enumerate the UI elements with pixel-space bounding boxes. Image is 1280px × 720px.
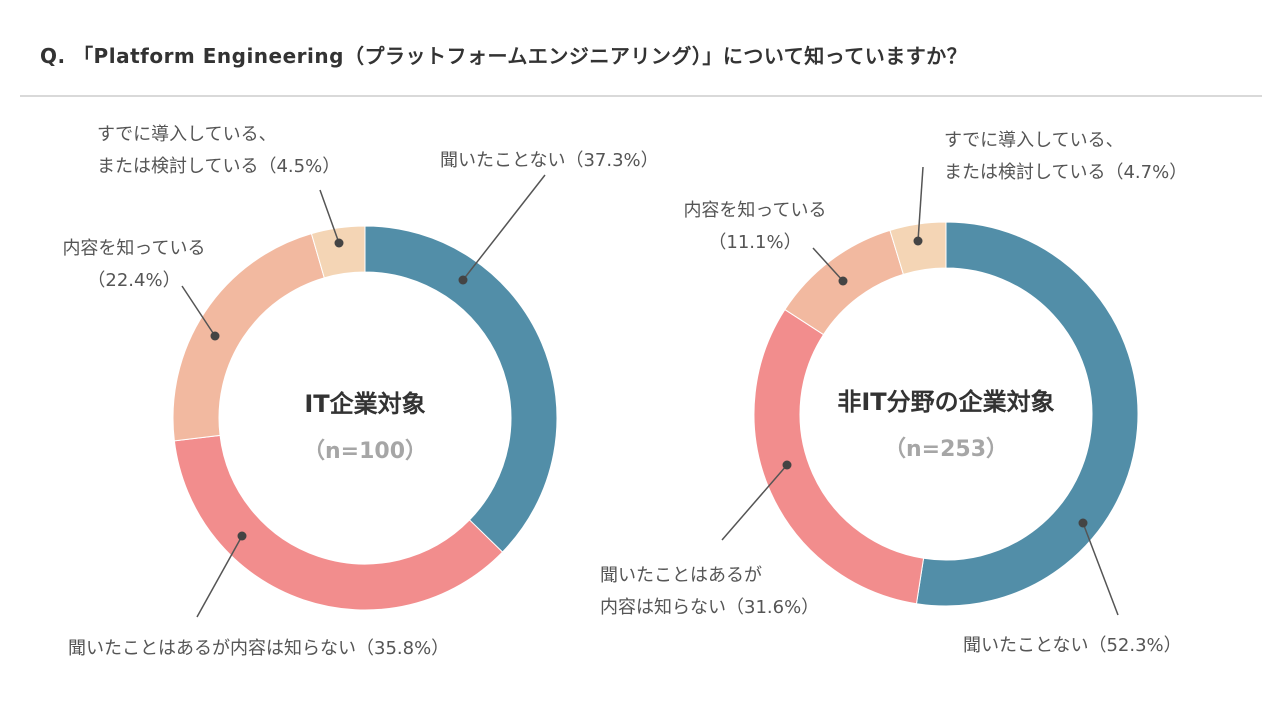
leader-dot-know [210,331,220,341]
chart-sample-size: （n=253） [884,437,1008,462]
slice-label-line: 内容は知らない（31.6%） [600,597,819,618]
leader-dot-heard-unknown [782,460,792,470]
chart-title: 非IT分野の企業対象 [837,388,1054,416]
slice-label-line: （22.4%） [87,270,180,291]
leader-dot-heard-unknown [237,531,247,541]
leader-line-never-heard [462,174,546,281]
slice-label-heard-unknown: 聞いたことはあるが内容は知らない（35.8%） [68,638,449,659]
donut-chart-1: 聞いたことない（37.3%） 聞いたことはあるが内容は知らない（35.8%） 内容を… [62,124,658,659]
slice-never-heard [915,221,1139,607]
slice-heard-unknown [753,308,925,605]
slice-label-line: 聞いたことない（37.3%） [440,150,659,171]
slice-label-line: すでに導入している、 [944,130,1124,151]
leader-dot-know [838,276,848,286]
slice-label-line: 聞いたことはあるが内容は知らない（35.8%） [68,638,449,659]
slice-label-line: 聞いたことはあるが [600,565,762,586]
leader-dot-adopted [334,238,344,248]
chart-sample-size: （n=100） [303,439,427,464]
slice-label-line: （11.1%） [708,232,801,253]
leader-line-know [181,285,216,337]
title-divider [20,95,1262,97]
slice-label-line: すでに導入している、 [97,124,277,145]
leader-dot-adopted [913,236,923,246]
leader-dot-never-heard [458,275,468,285]
slice-know [172,233,325,442]
slice-label-know: 内容を知っている （11.1%） [683,200,826,253]
slice-label-never-heard: 聞いたことない（52.3%） [963,635,1182,656]
slice-label-line: または検討している（4.5%） [97,156,340,177]
leader-dot-never-heard [1078,518,1088,528]
slice-adopted [889,221,947,275]
slice-label-line: 内容を知っている [62,238,205,259]
slice-never-heard [364,225,558,553]
slice-label-adopted: すでに導入している、または検討している（4.7%） [944,130,1187,183]
slice-label-line: 内容を知っている [683,200,826,221]
question-title: Q. 「Platform Engineering（プラットフォームエンジニアリン… [40,44,968,68]
slice-label-heard-unknown: 聞いたことはあるが内容は知らない（31.6%） [600,565,819,618]
chart-title: IT企業対象 [304,390,425,418]
leader-line-know [812,247,844,282]
leader-line-adopted [319,189,340,244]
leader-line-heard-unknown [196,535,243,618]
leader-line-heard-unknown [721,464,788,541]
donut-chart-2: 聞いたことない（52.3%） 聞いたことはあるが内容は知らない（31.6%） 内容を… [600,130,1187,656]
slice-label-adopted: すでに導入している、または検討している（4.5%） [97,124,340,177]
slice-label-never-heard: 聞いたことない（37.3%） [440,150,659,171]
slice-label-line: 聞いたことない（52.3%） [963,635,1182,656]
leader-line-adopted [917,166,924,242]
leader-line-never-heard [1082,522,1119,616]
slice-adopted [310,225,366,279]
slice-label-know: 内容を知っている （22.4%） [62,238,205,291]
slice-heard-unknown [173,434,504,611]
slice-label-line: または検討している（4.7%） [944,162,1187,183]
